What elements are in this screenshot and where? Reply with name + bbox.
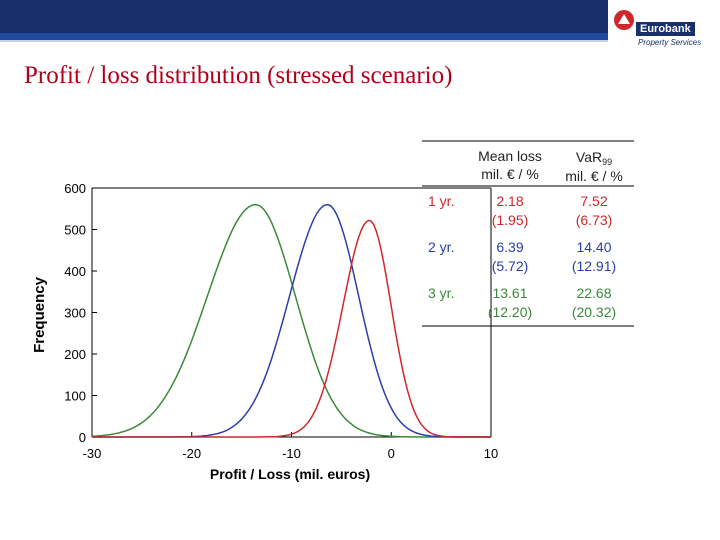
x-axis-label: Profit / Loss (mil. euros)	[210, 466, 370, 482]
y-tick-label: 0	[79, 430, 86, 445]
chart-curves	[91, 203, 491, 438]
logo-name: Eurobank	[636, 22, 695, 36]
y-tick-label: 500	[64, 223, 86, 238]
x-tick-label: 0	[388, 446, 395, 461]
page-title: Profit / loss distribution (stressed sce…	[24, 62, 453, 89]
y-axis-label: Frequency	[31, 276, 48, 353]
row-var-pct: (20.32)	[572, 304, 616, 320]
y-tick-label: 200	[64, 347, 86, 362]
row-mean: 13.61	[492, 285, 527, 301]
row-mean-pct: (12.20)	[488, 304, 532, 320]
row-mean-pct: (5.72)	[492, 258, 529, 274]
row-mean: 6.39	[496, 239, 523, 255]
header-divider	[0, 40, 608, 42]
header-var: VaR99	[576, 149, 612, 167]
distribution-curve-3	[92, 219, 491, 438]
logo-subtitle: Property Services	[638, 38, 702, 47]
row-var: 22.68	[576, 285, 611, 301]
row-label: 3 yr.	[428, 285, 454, 301]
y-tick-label: 600	[64, 181, 86, 196]
y-tick-label: 400	[64, 264, 86, 279]
chart-axes: 0 100 200 300 400 500 600 -30 -20 -10 0 10	[64, 181, 498, 461]
row-var-pct: (12.91)	[572, 258, 616, 274]
x-tick-label: -20	[182, 446, 201, 461]
row-label: 2 yr.	[428, 239, 454, 255]
x-tick-label: -30	[83, 446, 102, 461]
distribution-curve-1	[91, 203, 491, 438]
x-tick-label: 10	[484, 446, 498, 461]
y-tick-label: 300	[64, 306, 86, 321]
row-label: 1 yr.	[428, 193, 454, 209]
row-var: 14.40	[576, 239, 611, 255]
header-mean-loss: Mean loss	[478, 148, 542, 164]
row-mean-pct: (1.95)	[492, 212, 529, 228]
row-var-pct: (6.73)	[576, 212, 613, 228]
slide-number: 15	[676, 4, 690, 18]
row-var: 7.52	[580, 193, 607, 209]
x-tick-label: -10	[282, 446, 301, 461]
header-var-unit: mil. € / %	[565, 168, 623, 184]
y-tick-label: 100	[64, 389, 86, 404]
header-accent	[0, 33, 608, 40]
row-mean: 2.18	[496, 193, 523, 209]
eurobank-logo-icon	[614, 10, 634, 30]
header-mean-unit: mil. € / %	[481, 166, 539, 182]
